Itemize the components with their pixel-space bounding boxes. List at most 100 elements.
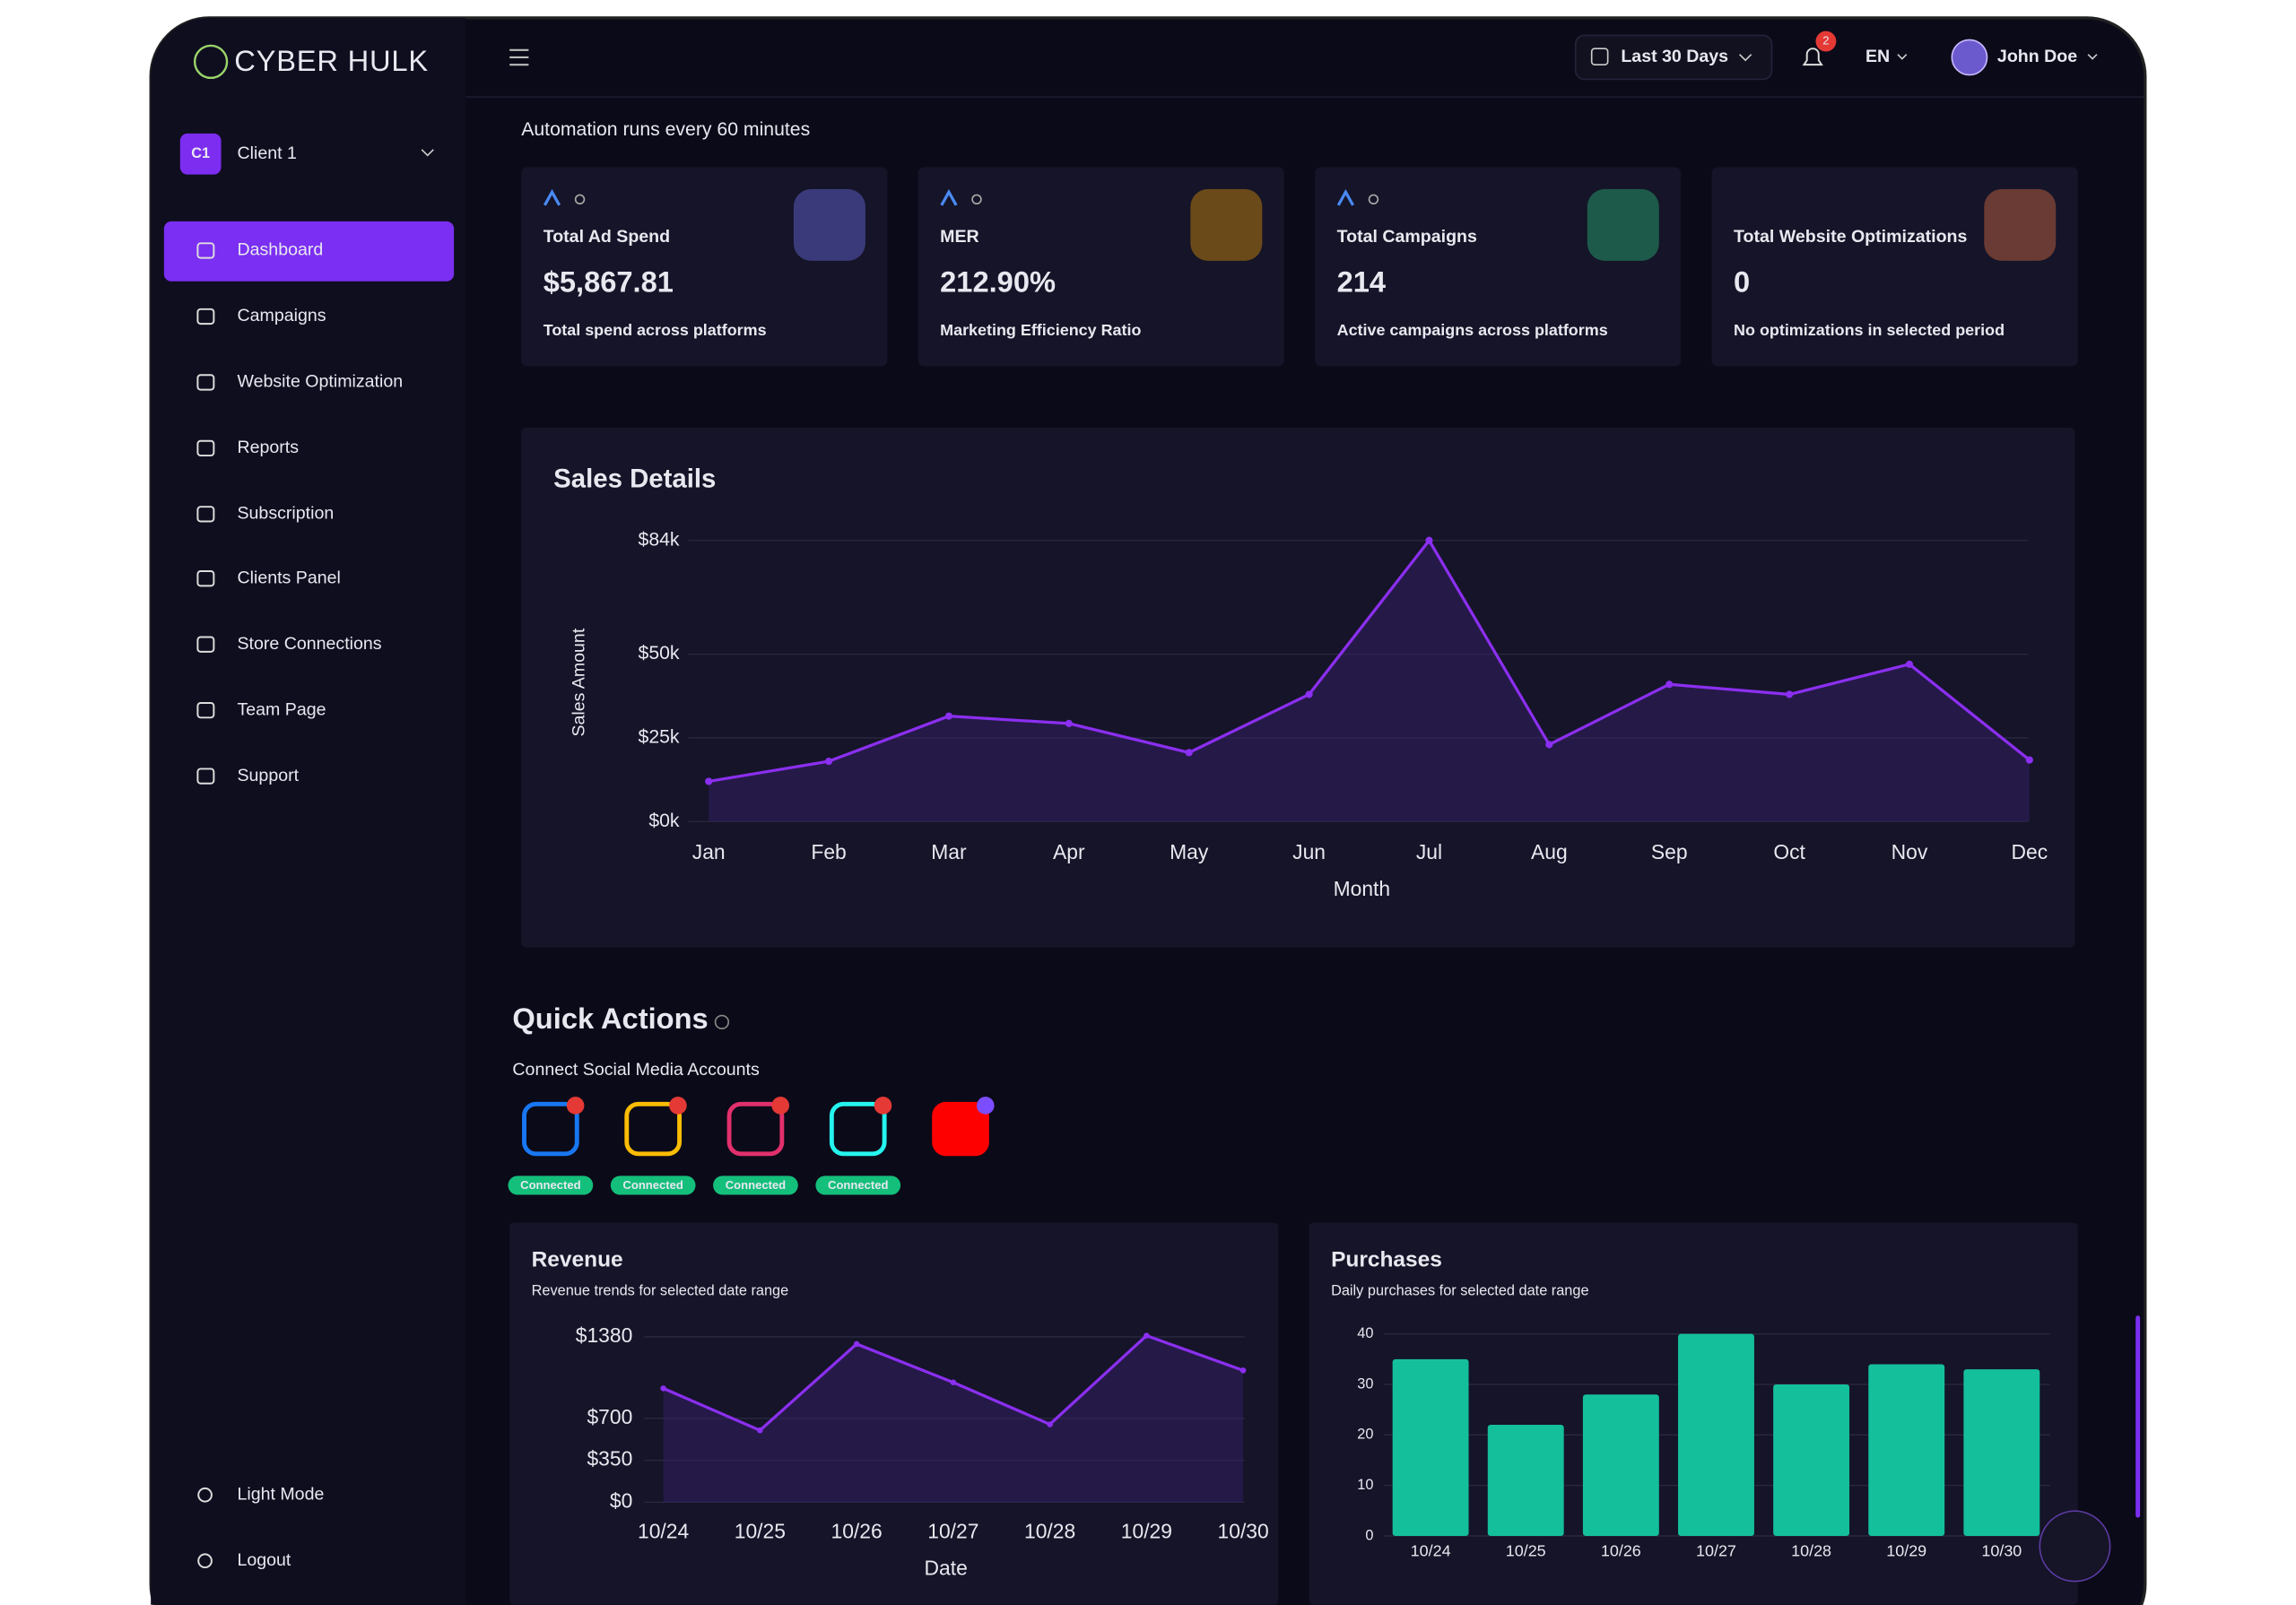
point (950, 1379, 957, 1385)
chart-subtitle: Revenue trends for selected date range (532, 1283, 789, 1299)
point (825, 757, 833, 766)
nav-item[interactable]: Clients Panel (237, 568, 340, 587)
chart-panel (509, 1222, 1279, 1605)
x-tick-label: Apr (1053, 840, 1085, 863)
kpi-title: Total Website Optimizations (1734, 227, 1967, 247)
x-tick-label: 10/24 (1411, 1542, 1451, 1560)
x-axis-title: Date (925, 1557, 968, 1580)
y-tick-label: $25k (639, 727, 680, 748)
y-axis-title: Sales Amount (570, 628, 589, 736)
nav-item[interactable]: Dashboard (237, 240, 323, 260)
x-tick-label: May (1170, 840, 1209, 863)
point (1065, 719, 1073, 727)
status-badge (976, 1097, 995, 1115)
connected-label: Connected (726, 1178, 786, 1192)
point (1786, 690, 1794, 698)
x-tick-label: 10/26 (831, 1520, 883, 1543)
avatar[interactable] (1951, 39, 1988, 76)
bar (1868, 1364, 1945, 1536)
bar (1487, 1425, 1564, 1536)
area (709, 540, 2030, 822)
status-badge (669, 1097, 687, 1115)
platform-icon (574, 194, 586, 205)
y-tick-label: 10 (1357, 1477, 1373, 1493)
x-axis-title: Month (1334, 877, 1391, 900)
chart-title: Purchases (1331, 1247, 1442, 1271)
chart-panel (521, 428, 2075, 948)
x-tick-label: 10/26 (1601, 1542, 1641, 1560)
connected-pill (508, 1176, 594, 1195)
date-range-button[interactable] (1574, 34, 1773, 81)
bell-icon[interactable] (1802, 48, 1823, 66)
nav-item[interactable]: Reports (237, 438, 299, 457)
client-selector[interactable] (167, 123, 451, 186)
platform-icon (543, 188, 561, 206)
point (1665, 681, 1674, 689)
client-badge-text: C1 (191, 145, 210, 161)
bar (1773, 1384, 1850, 1536)
nav-icon (196, 308, 215, 325)
kpi-caption: Marketing Efficiency Ratio (940, 321, 1141, 339)
nav-item[interactable]: Team Page (237, 699, 326, 719)
point (1144, 1332, 1150, 1339)
nav-icon (196, 439, 215, 457)
platform-button[interactable] (624, 1101, 682, 1157)
x-tick-label: 10/28 (1024, 1520, 1075, 1543)
kpi-value: 0 (1734, 265, 1750, 299)
platform-icon (940, 188, 958, 206)
platform-button[interactable] (522, 1101, 579, 1157)
connected-label: Connected (828, 1178, 888, 1192)
x-tick-label: Feb (811, 840, 846, 863)
kpi-caption: Total spend across platforms (544, 321, 767, 339)
point (1047, 1421, 1053, 1427)
nav-icon (197, 1487, 213, 1503)
point (944, 712, 953, 720)
y-tick-label: $0 (610, 1488, 632, 1512)
x-tick-label: 10/30 (1981, 1542, 2022, 1560)
platform-button[interactable] (726, 1101, 785, 1157)
nav-active[interactable] (163, 221, 455, 282)
nav-item[interactable]: Light Mode (237, 1484, 324, 1504)
nav-item[interactable]: Support (237, 766, 299, 785)
y-tick-label: $1380 (576, 1323, 633, 1347)
nav-icon (196, 768, 215, 785)
platform-button[interactable] (932, 1101, 989, 1157)
y-tick-label: 20 (1357, 1427, 1373, 1443)
kpi-value: 212.90% (940, 265, 1056, 299)
y-tick-label: $50k (639, 643, 680, 664)
connected-pill (610, 1176, 696, 1195)
y-tick-label: 30 (1357, 1375, 1373, 1392)
nav-item[interactable]: Website Optimization (237, 372, 403, 392)
kpi-icon (1587, 188, 1659, 261)
platform-icon (1336, 188, 1354, 206)
sidebar (151, 17, 466, 1605)
nav-item[interactable]: Logout (237, 1550, 291, 1570)
x-tick-label: 10/29 (1121, 1520, 1172, 1543)
nav-item[interactable]: Subscription (237, 504, 334, 524)
kpi-caption: Active campaigns across platforms (1337, 321, 1608, 339)
kpi-icon (1984, 188, 2057, 261)
bar (1963, 1369, 2040, 1536)
notification-count: 2 (1822, 33, 1829, 47)
floating-logo-button[interactable] (2039, 1510, 2111, 1583)
y-tick-label: $84k (639, 529, 680, 550)
point (1425, 536, 1433, 544)
kpi-title: MER (940, 227, 979, 247)
section-title: Quick Actions (512, 1002, 708, 1035)
language[interactable]: EN (1866, 47, 1890, 66)
x-tick-label: Sep (1651, 840, 1688, 863)
logo-icon (193, 44, 229, 80)
x-tick-label: Jun (1292, 840, 1326, 863)
kpi-icon (1190, 188, 1263, 261)
chevron (421, 149, 434, 157)
nav-item[interactable]: Store Connections (237, 634, 381, 654)
platform-button[interactable] (829, 1101, 887, 1157)
y-tick-label: $350 (587, 1447, 632, 1471)
user-name[interactable]: John Doe (1997, 47, 2077, 66)
nav-item[interactable]: Campaigns (237, 306, 326, 325)
x-tick-label: Mar (931, 840, 967, 863)
y-tick-label: 40 (1357, 1325, 1373, 1341)
x-tick-label: 10/28 (1791, 1542, 1831, 1560)
x-tick-label: 10/27 (1696, 1542, 1736, 1560)
